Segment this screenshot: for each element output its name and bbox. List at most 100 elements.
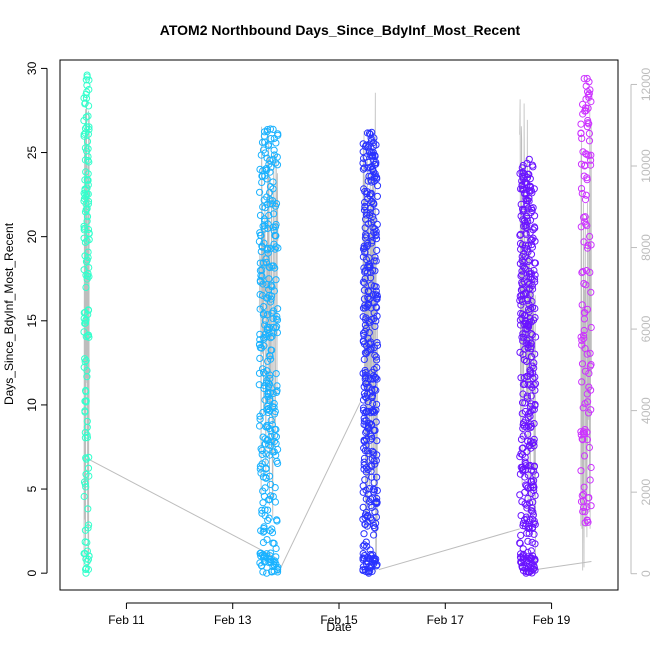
secondary-line-segment	[88, 459, 276, 558]
data-point	[359, 148, 367, 156]
data-point	[80, 189, 88, 197]
data-point	[359, 313, 367, 321]
data-point	[84, 253, 92, 262]
data-point	[373, 473, 381, 481]
data-point	[524, 372, 532, 380]
data-point	[516, 316, 525, 324]
data-point	[529, 508, 537, 516]
data-point	[257, 271, 265, 280]
data-point	[360, 530, 368, 538]
data-point	[531, 237, 539, 245]
y2-tick-label: 8000	[639, 234, 650, 261]
data-point	[263, 569, 271, 577]
data-point	[581, 218, 589, 226]
data-point	[364, 143, 372, 151]
data-point	[360, 383, 368, 391]
data-point	[369, 372, 378, 380]
data-point	[256, 330, 264, 338]
data-point	[83, 275, 91, 283]
data-point	[531, 314, 539, 322]
data-point	[587, 386, 595, 394]
data-point	[360, 206, 369, 214]
data-point	[85, 521, 93, 529]
data-point	[372, 232, 380, 240]
data-point	[525, 522, 533, 531]
data-point	[524, 437, 532, 445]
data-point	[359, 566, 367, 574]
data-point	[527, 547, 535, 555]
data-point	[261, 330, 269, 338]
data-point	[256, 276, 264, 285]
data-point	[256, 188, 264, 196]
data-point	[257, 549, 265, 557]
data-point	[518, 257, 526, 265]
data-point	[364, 423, 372, 432]
data-point	[263, 126, 272, 134]
data-point	[263, 421, 271, 430]
data-point	[525, 529, 533, 538]
data-point	[266, 168, 274, 176]
data-point	[530, 364, 538, 372]
data-point	[362, 141, 370, 149]
data-point	[84, 505, 92, 513]
data-point	[519, 380, 528, 389]
data-point	[586, 476, 594, 484]
data-point	[259, 551, 267, 559]
data-point	[270, 227, 278, 235]
x-tick-label: Feb 11	[108, 613, 145, 627]
y2-tick-label: 6000	[639, 315, 650, 342]
data-point	[517, 435, 526, 443]
data-point	[578, 435, 586, 443]
data-point	[366, 211, 374, 219]
y2-tick-label: 4000	[639, 397, 650, 424]
data-point	[83, 217, 91, 225]
data-point	[519, 205, 527, 213]
data-point	[266, 495, 274, 504]
data-point	[370, 524, 379, 532]
data-point	[361, 520, 369, 529]
data-point	[81, 355, 89, 363]
data-point	[373, 437, 381, 445]
data-point	[262, 474, 270, 482]
data-point	[581, 196, 590, 204]
data-point	[520, 333, 528, 341]
data-point	[587, 323, 595, 332]
data-point	[267, 480, 275, 488]
data-point	[522, 223, 530, 231]
data-point	[529, 226, 537, 234]
data-point	[578, 360, 587, 368]
data-point	[83, 213, 92, 221]
data-point	[579, 490, 588, 498]
data-point	[359, 278, 367, 286]
data-point	[256, 336, 264, 344]
data-point	[372, 418, 380, 426]
data-point	[256, 354, 264, 362]
data-point	[84, 332, 92, 340]
data-point	[518, 271, 526, 279]
data-point	[258, 509, 266, 517]
data-point	[257, 248, 265, 256]
data-point	[84, 197, 93, 205]
data-point	[578, 492, 586, 500]
secondary-line-segment	[277, 402, 361, 574]
data-point	[519, 169, 528, 177]
data-point	[272, 232, 280, 240]
data-point	[585, 120, 593, 128]
data-point	[517, 230, 525, 238]
data-point	[577, 129, 585, 137]
data-point	[373, 356, 381, 364]
data-point	[266, 125, 274, 133]
data-point	[359, 503, 367, 511]
data-point	[82, 483, 90, 491]
data-point	[84, 200, 93, 208]
data-point	[267, 163, 275, 171]
data-point	[526, 291, 534, 299]
data-point	[83, 205, 91, 213]
data-point	[520, 264, 528, 272]
data-point	[584, 116, 592, 125]
data-point	[360, 242, 368, 250]
data-point	[364, 288, 373, 296]
x-tick-label: Feb 13	[214, 613, 252, 627]
data-point	[519, 330, 527, 338]
data-point	[523, 529, 531, 537]
